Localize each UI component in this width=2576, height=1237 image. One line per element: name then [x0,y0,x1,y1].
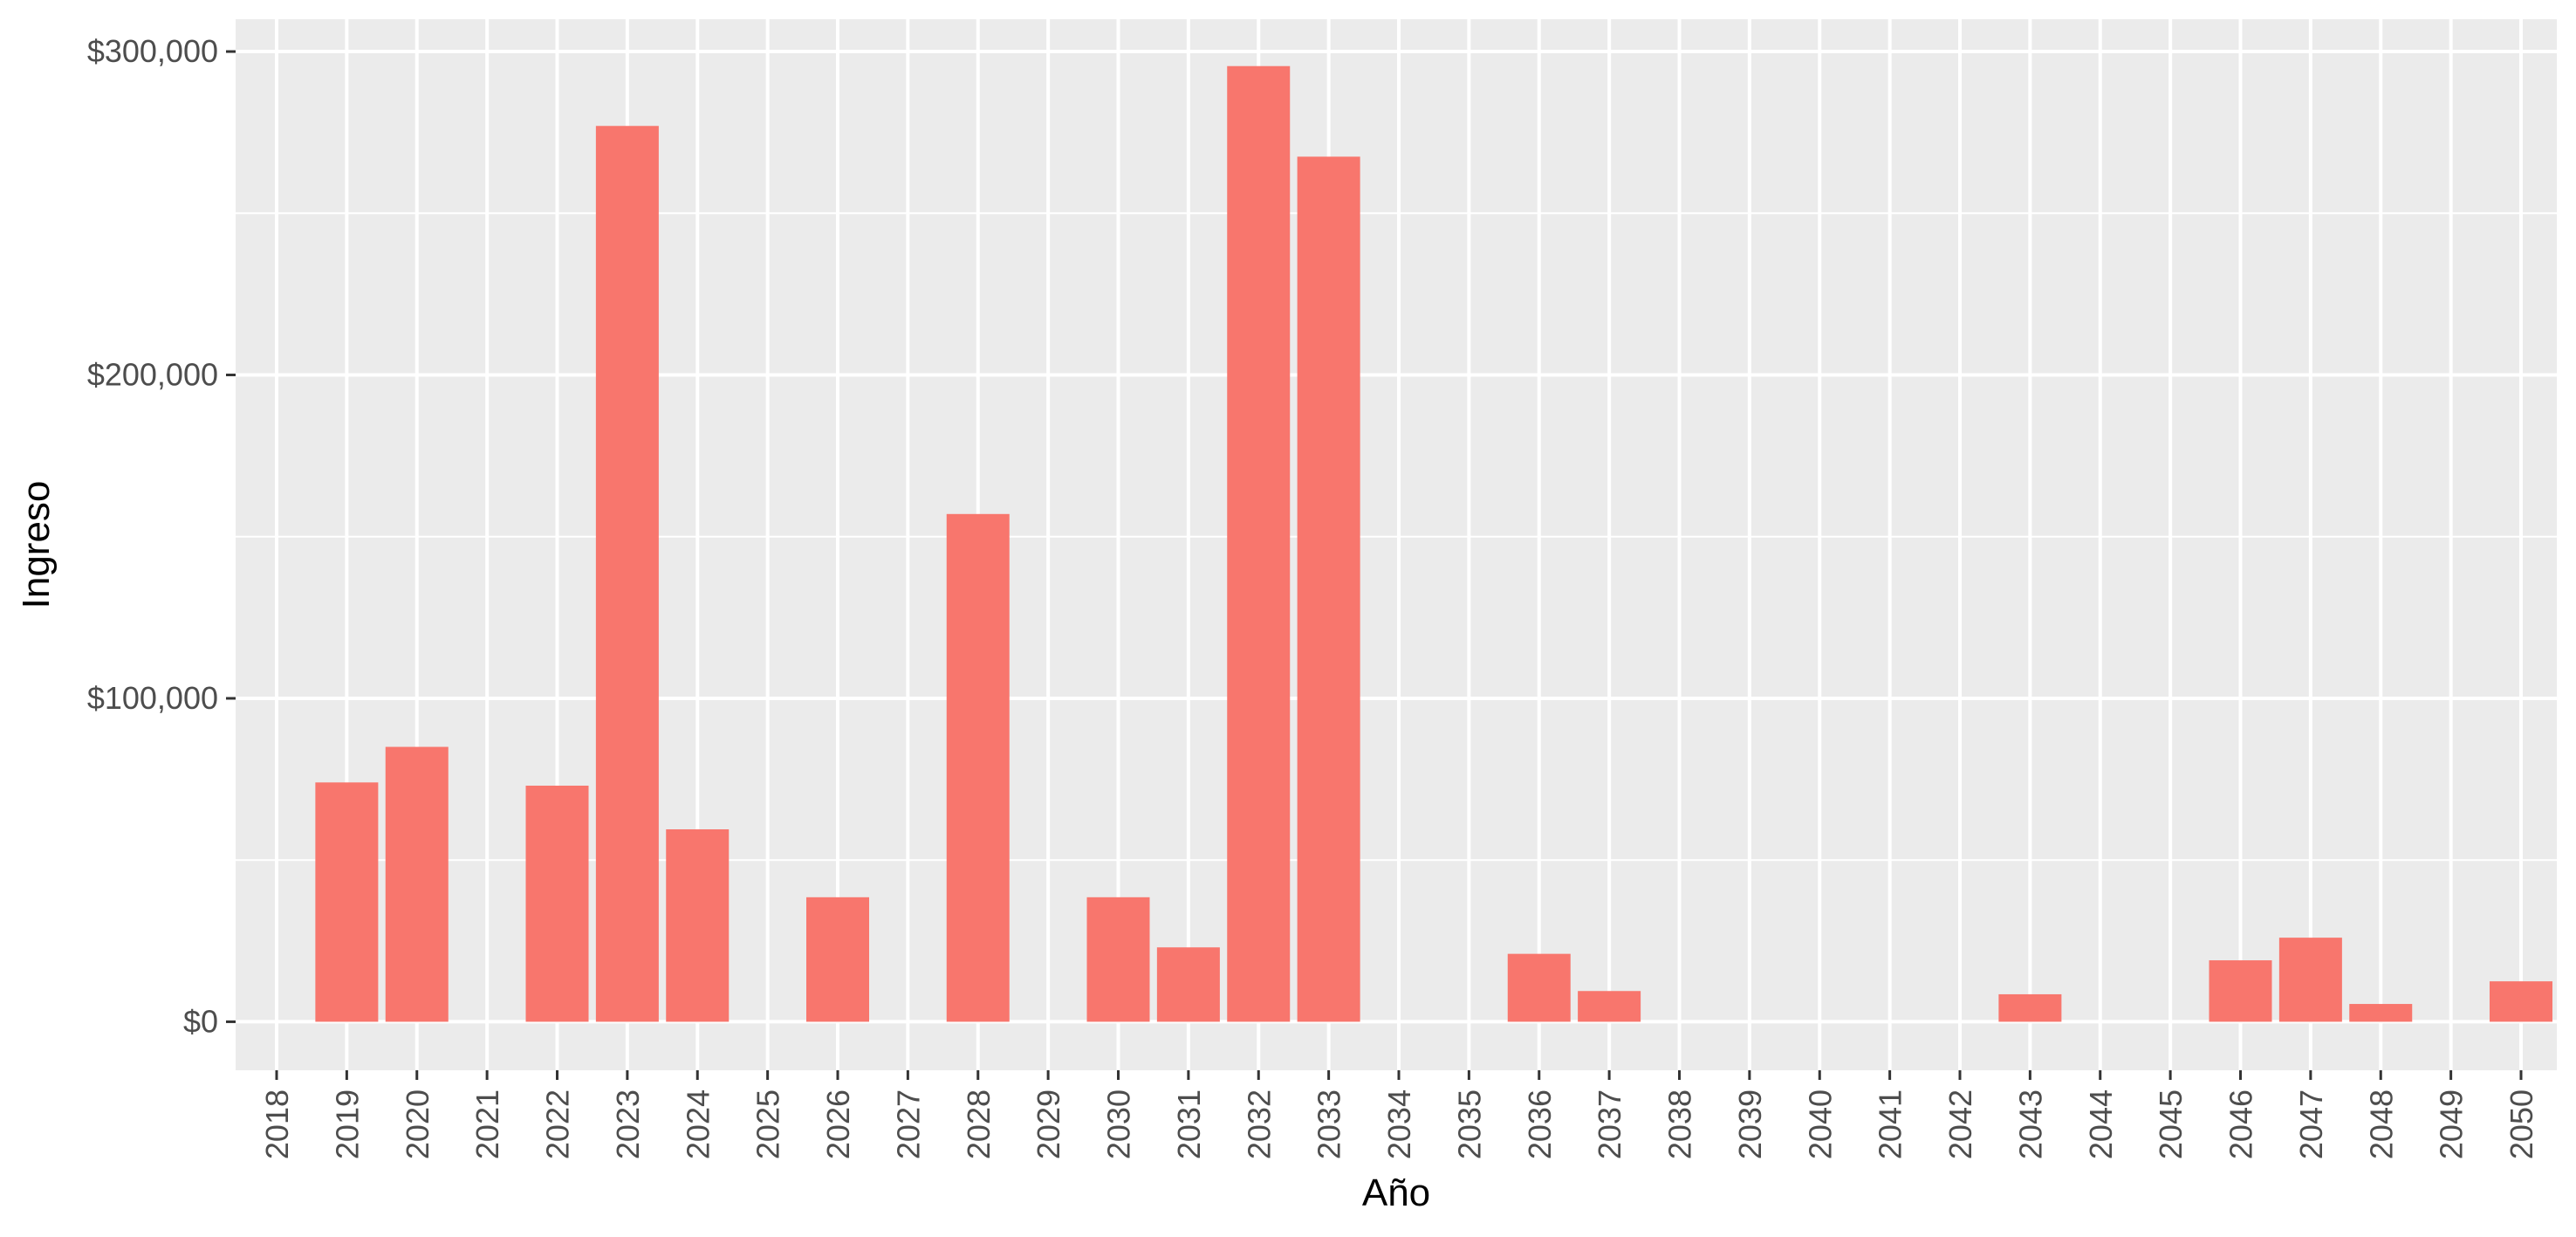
x-tick-label: 2042 [1942,1089,1978,1159]
bar-2026 [806,897,869,1022]
x-tick-label: 2047 [2293,1089,2329,1159]
bar-2048 [2349,1004,2413,1022]
y-axis-title: Ingreso [15,481,58,609]
x-tick-label: 2023 [610,1089,646,1159]
bars [315,65,2552,1022]
x-tick-label: 2020 [400,1089,435,1159]
x-axis: 2018 2019 2020 2021 2022 2023 2024 2025 2026 2027… [259,1070,2539,1159]
x-tick-label: 2037 [1592,1089,1627,1159]
bar-2023 [595,126,659,1022]
bar-2033 [1297,156,1360,1022]
x-tick-label: 2027 [890,1089,926,1159]
x-tick-label: 2026 [820,1089,856,1159]
x-tick-label: 2022 [540,1089,576,1159]
x-tick-label: 2044 [2083,1089,2119,1159]
bar-2031 [1156,947,1220,1022]
x-tick-label: 2031 [1171,1089,1207,1159]
x-tick-label: 2029 [1031,1089,1066,1159]
x-tick-label: 2036 [1522,1089,1558,1159]
y-tick-label: $300,000 [87,33,218,69]
bar-2037 [1578,991,1641,1022]
bar-2030 [1086,897,1150,1022]
bar-2022 [525,785,589,1022]
y-axis: $0 $100,000 $200,000 $300,000 [87,33,236,1039]
x-tick-label: 2028 [961,1089,997,1159]
x-tick-label: 2038 [1662,1089,1698,1159]
x-tick-label: 2025 [750,1089,786,1159]
x-tick-label: 2050 [2504,1089,2539,1159]
bar-2019 [315,782,379,1022]
x-tick-label: 2030 [1101,1089,1137,1159]
x-tick-label: 2019 [329,1089,365,1159]
bar-2024 [666,829,730,1022]
bar-2050 [2490,981,2552,1022]
bar-2046 [2209,960,2272,1022]
bar-2032 [1227,65,1291,1022]
x-tick-label: 2034 [1381,1089,1417,1159]
x-tick-label: 2048 [2363,1089,2399,1159]
x-tick-label: 2032 [1241,1089,1277,1159]
y-tick-label: $100,000 [87,680,218,716]
y-tick-label: $200,000 [87,357,218,393]
bar-2028 [946,513,1010,1022]
y-tick-label: $0 [183,1003,218,1039]
x-tick-label: 2041 [1873,1089,1908,1159]
x-tick-label: 2046 [2223,1089,2259,1159]
x-tick-label: 2035 [1451,1089,1487,1159]
x-tick-label: 2018 [259,1089,295,1159]
bar-2036 [1507,953,1571,1022]
x-tick-label: 2040 [1802,1089,1838,1159]
x-axis-title: Año [1362,1172,1430,1214]
bar-2047 [2278,938,2342,1022]
x-tick-label: 2039 [1732,1089,1768,1159]
x-tick-label: 2045 [2153,1089,2189,1159]
bar-2020 [385,746,449,1022]
x-tick-label: 2043 [2012,1089,2048,1159]
x-tick-label: 2021 [469,1089,505,1159]
x-tick-label: 2024 [680,1089,716,1159]
x-tick-label: 2049 [2434,1089,2470,1159]
bar-2043 [1998,993,2062,1022]
x-tick-label: 2033 [1312,1089,1347,1159]
